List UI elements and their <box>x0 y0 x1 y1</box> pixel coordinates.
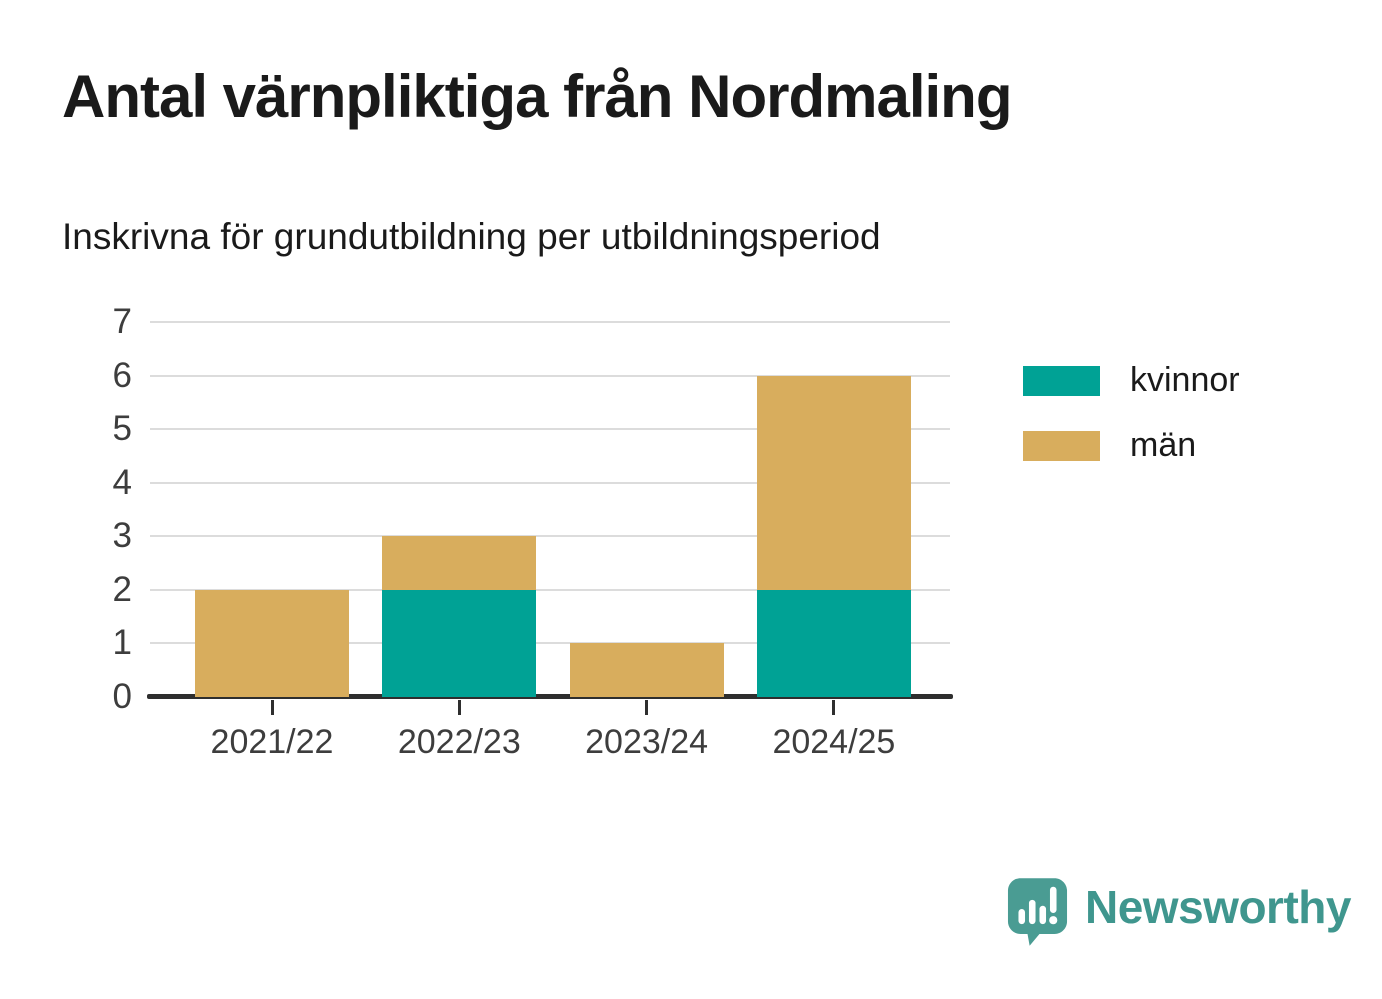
bar-segment-mn <box>195 589 349 697</box>
bar-segment-mn <box>569 643 724 697</box>
chart-subtitle: Inskrivna för grundutbildning per utbild… <box>62 216 881 257</box>
legend-swatch <box>1023 365 1100 396</box>
legend-label: kvinnor <box>1130 361 1240 399</box>
x-axis-label: 2022/23 <box>397 723 521 761</box>
legend-item: kvinnor <box>1023 361 1240 400</box>
gridline <box>150 535 950 538</box>
gridline <box>150 374 950 377</box>
legend: kvinnor män <box>1023 361 1240 465</box>
legend-item: män <box>1023 426 1240 465</box>
bar-segment-mn <box>756 375 911 590</box>
newsworthy-logo: Newsworthy <box>1006 876 1351 951</box>
x-axis-label: 2021/22 <box>210 723 334 761</box>
x-axis-tick <box>270 700 274 715</box>
x-axis-label: 2024/25 <box>772 723 896 761</box>
newsworthy-logo-text: Newsworthy <box>1085 881 1351 933</box>
x-axis-tick <box>832 700 836 715</box>
y-axis-tick-label: 6 <box>112 355 132 395</box>
x-axis-tick <box>457 700 461 715</box>
logo-bubble-shape <box>1007 878 1068 946</box>
y-axis-tick-label: 0 <box>112 677 132 716</box>
gridline <box>150 321 950 323</box>
bar-segment-mn <box>382 536 537 590</box>
gridline <box>150 481 950 484</box>
gridline <box>150 588 950 591</box>
x-axis-label: 2023/24 <box>585 723 709 761</box>
legend-swatch <box>1023 430 1100 461</box>
speech-bubble-bar-chart-exclamation-icon <box>1006 876 1069 951</box>
y-axis-tick-label: 1 <box>112 623 132 663</box>
bar-segment-kvinnor <box>756 589 911 697</box>
gridline <box>150 428 950 431</box>
x-axis-tick <box>645 700 649 715</box>
y-axis-tick-label: 5 <box>112 409 132 449</box>
x-axis-line <box>147 694 953 699</box>
bar-segment-kvinnor <box>382 589 537 697</box>
plot-area: 0 1 2 3 4 5 6 7 2021/22 2022/23 2023/24 2024/25 <box>113 302 953 761</box>
y-axis-tick-label: 2 <box>112 569 132 609</box>
page-title: Antal värnpliktiga från Nordmaling <box>62 63 1012 130</box>
gridline <box>150 642 950 645</box>
y-axis-tick-label: 4 <box>112 462 132 502</box>
y-axis-tick-label: 3 <box>112 516 132 556</box>
y-axis-tick-label: 7 <box>112 302 132 341</box>
legend-label: män <box>1130 426 1197 464</box>
